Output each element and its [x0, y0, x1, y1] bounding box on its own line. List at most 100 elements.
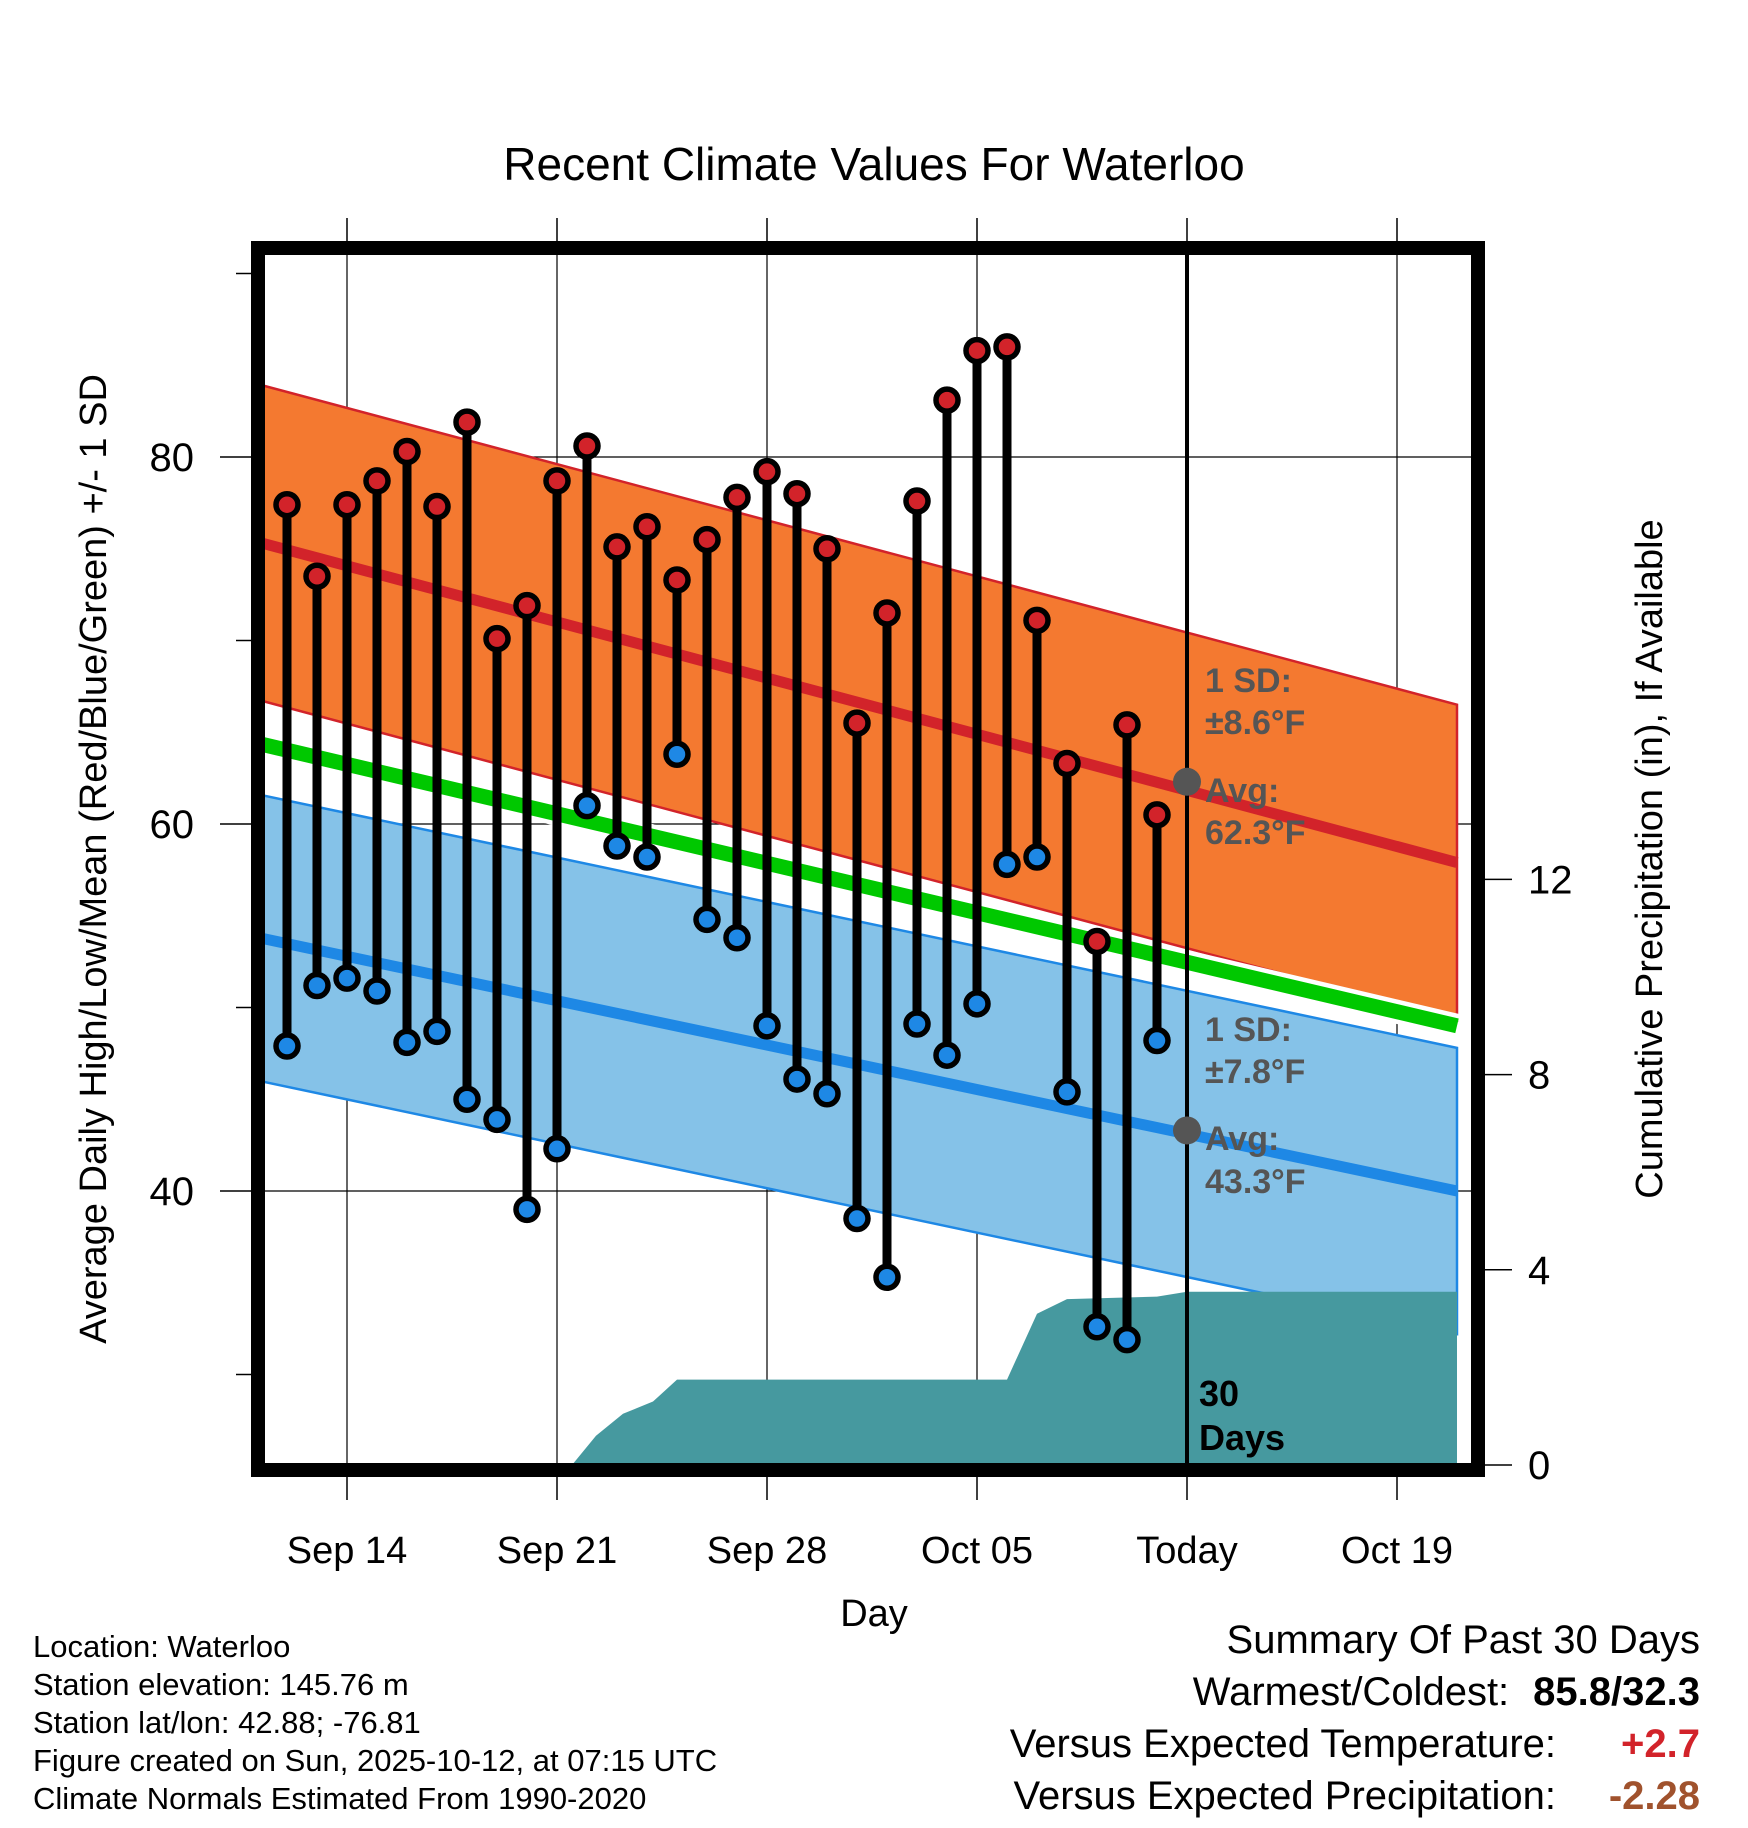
x-tick-label: Sep 21	[497, 1530, 617, 1572]
high-point	[783, 479, 811, 508]
precip-area-group	[482, 1291, 1457, 1465]
y-tick-label: 60	[150, 803, 195, 847]
low-point	[993, 850, 1021, 879]
low-avg-label: Avg:	[1205, 1120, 1279, 1158]
low-point	[333, 964, 361, 992]
high-point	[423, 492, 451, 521]
low-avg-value: 43.3°F	[1205, 1163, 1306, 1201]
precip-value: -2.28	[1608, 1774, 1700, 1818]
low-point	[393, 1028, 421, 1057]
low-point	[303, 971, 331, 1000]
high-point	[513, 591, 541, 620]
high-point	[453, 408, 481, 436]
x-tick-label: Sep 28	[707, 1530, 827, 1572]
days-word-label: Days	[1199, 1417, 1285, 1458]
summary-precip: Versus Expected Precipitation: -2.28	[1013, 1774, 1700, 1819]
low-sd-label: 1 SD:	[1205, 1011, 1292, 1049]
high-point	[333, 490, 361, 519]
x-tick-label: Oct 05	[921, 1530, 1033, 1572]
high-sd-label: 1 SD:	[1205, 662, 1292, 700]
y2-tick-label: 8	[1528, 1054, 1550, 1098]
low-point	[903, 1010, 931, 1038]
precip-label: Versus Expected Precipitation:	[1013, 1774, 1556, 1818]
high-sd-value: ±8.6°F	[1205, 704, 1305, 742]
climate-chart: Recent Climate Values For Waterloo 1 SD:…	[73, 138, 1671, 1635]
high-point	[903, 487, 931, 515]
warm-cold-value: 85.8/32.3	[1533, 1670, 1700, 1714]
days-count-label: 30	[1199, 1373, 1239, 1414]
low-point	[1083, 1313, 1111, 1341]
high-point	[933, 386, 961, 414]
high-point	[393, 437, 421, 466]
high-point	[363, 467, 391, 495]
y2-tick-label: 4	[1528, 1249, 1550, 1293]
summary-warm-cold: Warmest/Coldest: 85.8/32.3	[1193, 1670, 1700, 1715]
high-point	[1053, 749, 1081, 778]
annotations: 1 SD: ±8.6°F Avg: 62.3°F 1 SD: ±7.8°F Avg: 43.3…	[1173, 662, 1306, 1458]
low-point	[873, 1263, 901, 1291]
normal-mean-line	[258, 735, 1459, 1034]
low-point	[663, 740, 691, 769]
low-point	[813, 1079, 841, 1108]
low-point	[543, 1135, 571, 1163]
high-point	[873, 599, 901, 627]
low-point	[423, 1017, 451, 1046]
low-point	[273, 1032, 301, 1060]
high-point	[963, 336, 991, 365]
low-sd-value: ±7.8°F	[1205, 1053, 1305, 1091]
high-point	[813, 535, 841, 563]
plot-area: 1 SD: ±8.6°F Avg: 62.3°F 1 SD: ±7.8°F Avg: 43.3…	[258, 248, 1478, 1470]
low-point	[963, 990, 991, 1018]
low-point	[603, 832, 631, 860]
axes: Sep 14 Sep 21 Sep 28 Oct 05 Today Oct 19 4 0 60 8…	[150, 218, 1573, 1572]
x-tick-label: Today	[1136, 1530, 1237, 1572]
low-point	[1053, 1078, 1081, 1106]
high-point	[993, 333, 1021, 361]
y-axis-label: Average Daily High/Low/Mean (Red/Blue/Gr…	[73, 374, 115, 1344]
low-point	[363, 977, 391, 1005]
high-point	[1083, 927, 1111, 956]
info-latlon: Station lat/lon: 42.88; -76.81	[33, 1705, 421, 1740]
high-point	[1113, 711, 1141, 739]
today-high-avg-marker	[1173, 767, 1201, 796]
high-point	[1023, 606, 1051, 635]
info-elevation: Station elevation: 145.76 m	[33, 1667, 409, 1702]
low-point	[483, 1105, 511, 1134]
y2-axis-label: Cumulative Precipitation (in), If Availa…	[1629, 519, 1671, 1198]
low-point	[783, 1065, 811, 1093]
low-point	[573, 791, 601, 820]
low-point	[1113, 1325, 1141, 1354]
high-avg-label: Avg:	[1205, 772, 1279, 810]
low-point	[453, 1085, 481, 1113]
station-info: Location: Waterloo Station elevation: 14…	[33, 1628, 717, 1818]
y2-tick-label: 0	[1528, 1444, 1550, 1488]
high-point	[603, 533, 631, 561]
temp-value: +2.7	[1621, 1722, 1700, 1766]
normal-low-line	[258, 931, 1459, 1197]
info-location: Location: Waterloo	[33, 1629, 291, 1664]
plot-frame	[251, 241, 1485, 1477]
y-tick-label: 80	[150, 436, 195, 480]
high-point	[633, 512, 661, 541]
low-point	[633, 843, 661, 871]
info-created: Figure created on Sun, 2025-10-12, at 07…	[33, 1743, 718, 1778]
low-point	[1023, 843, 1051, 871]
x-axis-label: Day	[840, 1593, 908, 1635]
low-point	[753, 1012, 781, 1040]
low-point	[723, 924, 751, 952]
high-point	[663, 566, 691, 594]
high-point	[843, 709, 871, 737]
high-point	[303, 562, 331, 591]
high-point	[543, 467, 571, 495]
warm-cold-label: Warmest/Coldest:	[1192, 1670, 1510, 1714]
high-point	[693, 525, 721, 554]
x-tick-label: Sep 14	[287, 1530, 407, 1572]
y2-tick-label: 12	[1528, 858, 1573, 902]
high-point	[273, 490, 301, 519]
summary-heading: Summary Of Past 30 Days	[1226, 1618, 1700, 1662]
low-point	[513, 1195, 541, 1224]
daily-stems	[273, 333, 1171, 1354]
low-point	[693, 905, 721, 934]
x-tick-label: Oct 19	[1341, 1530, 1453, 1572]
high-point	[723, 483, 751, 512]
